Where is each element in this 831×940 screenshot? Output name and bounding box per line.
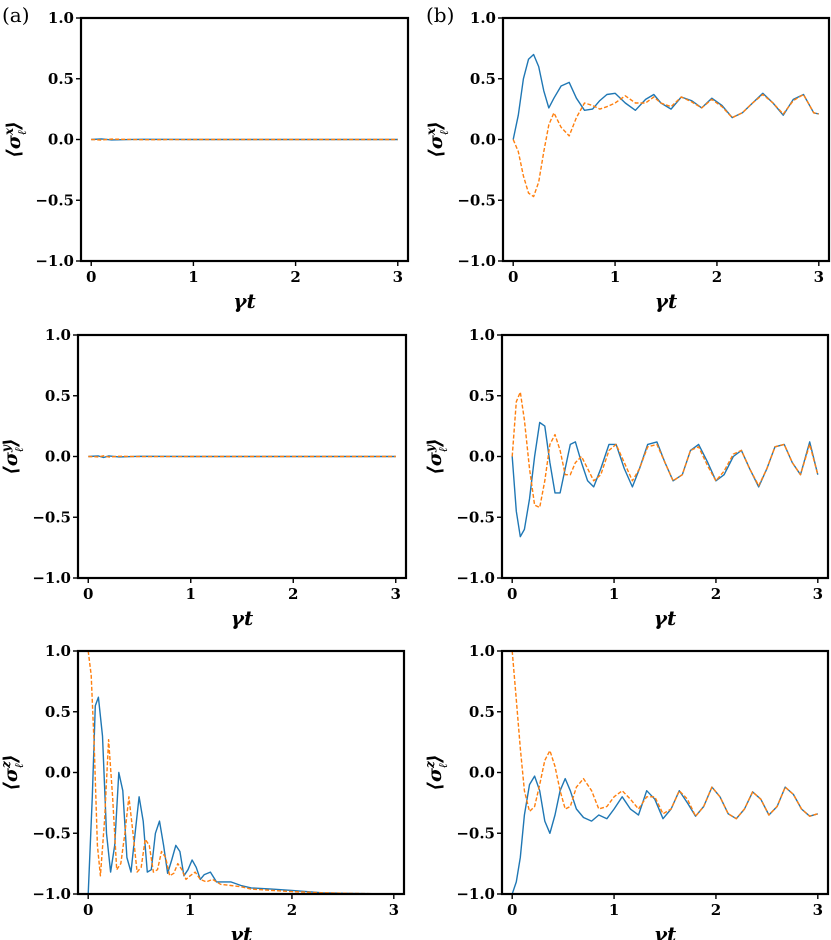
series-line-2: [91, 138, 398, 141]
y-tick-label: −1.0: [35, 252, 74, 270]
x-tick-label: 2: [711, 901, 721, 919]
y-tick-label: 0.0: [45, 764, 71, 782]
y-axis-label: ⟨σxℓ⟩: [2, 121, 29, 158]
y-tick-label: −0.5: [456, 824, 495, 842]
y-axis-label: ⟨σxℓ⟩: [424, 121, 451, 158]
y-axis-label: ⟨σyℓ⟩: [423, 438, 450, 475]
panel-label-b: (b): [426, 3, 454, 27]
series-line-2: [511, 650, 818, 820]
y-tick-label: 1.0: [45, 642, 71, 660]
series-line-1: [87, 696, 394, 895]
x-axis-label: γt: [233, 289, 256, 313]
x-tick-label: 3: [389, 901, 399, 919]
x-tick-label: 3: [814, 268, 824, 286]
x-tick-label: 2: [711, 585, 721, 603]
y-tick-label: 0.5: [470, 70, 496, 88]
y-tick-label: −1.0: [456, 569, 495, 587]
x-axis-label: γt: [231, 606, 254, 630]
x-tick-label: 3: [813, 901, 823, 919]
plot-frame: [500, 333, 830, 580]
y-tick-label: −1.0: [32, 569, 71, 587]
y-tick-label: 0.0: [48, 131, 74, 149]
subplot-2: 0 1 2 3 −1.0 −0.5 0.0 0.5 1.0 γt ⟨σxℓ⟩: [424, 9, 831, 313]
series-line-1: [511, 775, 818, 895]
x-tick-label: 0: [507, 585, 517, 603]
x-tick-label: 0: [86, 268, 96, 286]
y-tick-label: 0.5: [45, 703, 71, 721]
subplot-5: 0 1 2 3 −1.0 −0.5 0.0 0.5 1.0 γt ⟨σzℓ⟩: [0, 642, 406, 940]
y-axis-label: ⟨σzℓ⟩: [0, 754, 26, 790]
x-tick-label: 0: [507, 901, 517, 919]
y-tick-label: 0.0: [469, 448, 495, 466]
series-line-2: [511, 391, 819, 509]
x-tick-label: 1: [186, 585, 196, 603]
y-tick-label: −1.0: [456, 885, 495, 903]
y-tick-label: 1.0: [48, 9, 74, 27]
series-line-1: [512, 53, 819, 140]
panel-label-a: (a): [2, 3, 30, 27]
x-tick-label: 0: [83, 901, 93, 919]
x-tick-label: 0: [83, 585, 93, 603]
y-tick-label: −0.5: [32, 508, 71, 526]
y-axis-label: ⟨σyℓ⟩: [0, 438, 26, 475]
x-tick-label: 0: [508, 268, 518, 286]
x-tick-label: 2: [290, 268, 300, 286]
y-tick-label: 0.0: [470, 131, 496, 149]
series-line-2: [87, 650, 394, 895]
y-tick-label: −0.5: [457, 191, 496, 209]
y-tick-label: −0.5: [32, 824, 71, 842]
y-tick-label: −1.0: [457, 252, 496, 270]
y-tick-label: 1.0: [469, 326, 495, 344]
y-tick-label: 1.0: [470, 9, 496, 27]
y-tick-label: 0.0: [469, 764, 495, 782]
y-tick-label: −1.0: [32, 885, 71, 903]
plot-frame: [501, 16, 831, 263]
x-axis-label: γt: [230, 922, 253, 940]
subplot-1: 0 1 2 3 −1.0 −0.5 0.0 0.5 1.0 γt ⟨σxℓ⟩: [2, 9, 410, 313]
x-axis-label: γt: [654, 606, 677, 630]
y-tick-label: 1.0: [45, 326, 71, 344]
y-tick-label: 0.5: [48, 70, 74, 88]
x-tick-label: 1: [609, 585, 619, 603]
x-tick-label: 2: [288, 585, 298, 603]
x-tick-label: 1: [188, 268, 198, 286]
y-tick-label: 0.5: [469, 703, 495, 721]
x-axis-label: γt: [655, 289, 678, 313]
y-tick-label: 0.5: [469, 387, 495, 405]
series-line-2: [512, 93, 819, 198]
x-tick-label: 1: [185, 901, 195, 919]
y-tick-label: 0.0: [45, 448, 71, 466]
x-tick-label: 1: [609, 901, 619, 919]
y-tick-label: 1.0: [469, 642, 495, 660]
x-tick-label: 2: [287, 901, 297, 919]
y-tick-label: −0.5: [35, 191, 74, 209]
y-axis-label: ⟨σzℓ⟩: [423, 754, 450, 790]
x-tick-label: 3: [391, 585, 401, 603]
y-tick-label: −0.5: [456, 508, 495, 526]
x-tick-label: 1: [610, 268, 620, 286]
subplot-3: 0 1 2 3 −1.0 −0.5 0.0 0.5 1.0 γt ⟨σyℓ⟩: [0, 326, 408, 630]
plot-frame: [500, 649, 830, 896]
series-line-1: [511, 421, 819, 538]
series-line-2: [88, 455, 396, 458]
x-tick-label: 2: [712, 268, 722, 286]
x-tick-label: 3: [393, 268, 403, 286]
subplot-6: 0 1 2 3 −1.0 −0.5 0.0 0.5 1.0 γt ⟨σzℓ⟩: [423, 642, 830, 940]
y-tick-label: 0.5: [45, 387, 71, 405]
subplot-4: 0 1 2 3 −1.0 −0.5 0.0 0.5 1.0 γt ⟨σyℓ⟩: [423, 326, 830, 630]
x-axis-label: γt: [654, 922, 677, 940]
x-tick-label: 3: [813, 585, 823, 603]
